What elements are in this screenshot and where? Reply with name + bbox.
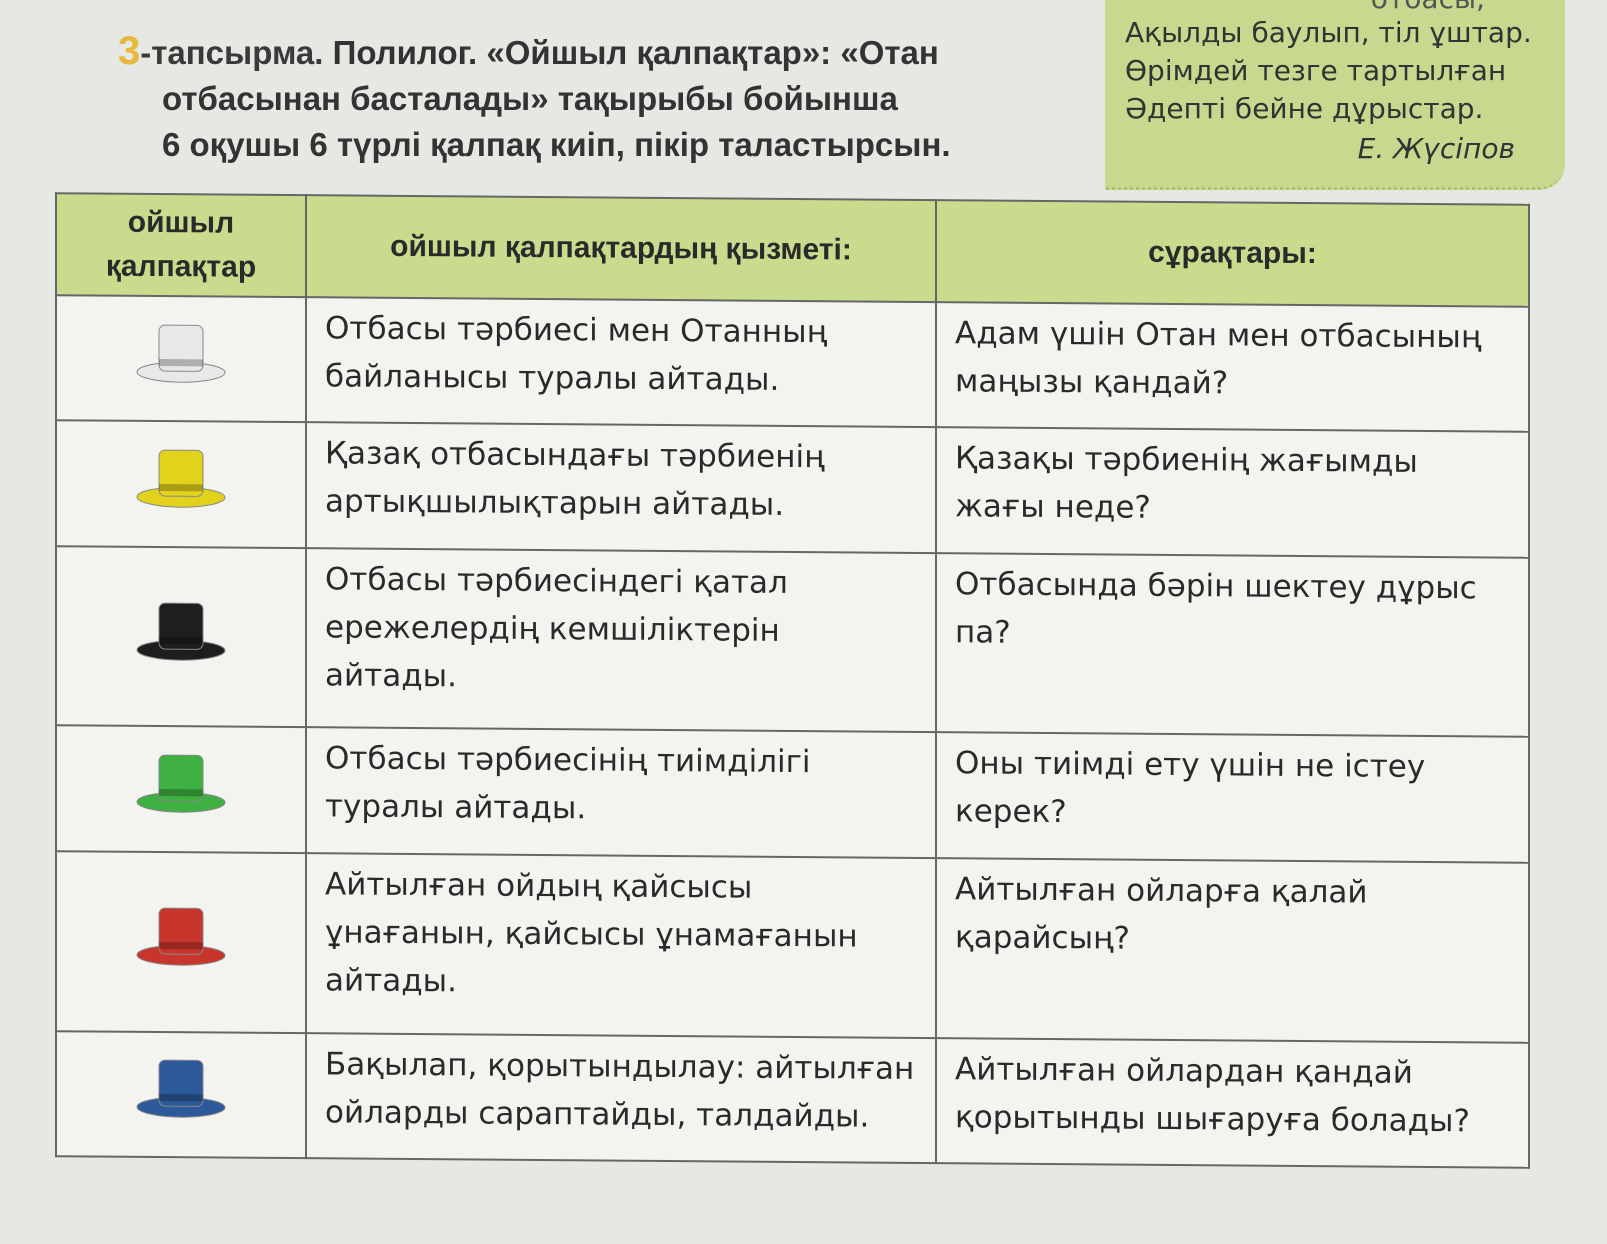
hat-function: Бақылап, қорытындылау: айтылған ойларды … <box>306 1032 936 1164</box>
table-row: Айтылған ойдың қайсысы ұнағанын, қайсысы… <box>56 850 1529 1043</box>
blue-hat-icon <box>136 1059 226 1119</box>
table-header-row: ойшыл қалпақтар ойшыл қалпақтардың қызме… <box>56 193 1529 307</box>
green-hat-icon <box>136 754 226 813</box>
hat-cell <box>56 295 306 423</box>
task-label: -тапсырма. <box>140 34 324 71</box>
red-hat-icon <box>136 907 226 966</box>
task-line-2: отбасынан басталады» тақырыбы бойынша <box>162 80 898 117</box>
hat-cell <box>56 850 306 1033</box>
table-row: Бақылап, қорытындылау: айтылған ойларды … <box>56 1030 1529 1168</box>
table-row: Отбасы тәрбиесі мен Отанның байланысы ту… <box>56 295 1529 433</box>
hat-function: Отбасы тәрбиесіндегі қатал ережелердің к… <box>306 547 936 733</box>
header-hats: ойшыл қалпақтар <box>56 193 306 298</box>
hat-question: Айтылған ойлардан қандай қорытынды шығар… <box>936 1037 1529 1168</box>
hat-question: Оны тиімді ету үшін не істеу керек? <box>936 732 1529 863</box>
hat-function: Айтылған ойдың қайсысы ұнағанын, қайсысы… <box>306 852 936 1038</box>
task-line-3: 6 оқушы 6 түрлі қалпақ киіп, пікір талас… <box>162 126 951 163</box>
hat-cell <box>56 1030 306 1159</box>
hat-question: Айтылған ойларға қалай қарайсың? <box>936 857 1529 1043</box>
table-row: Қазақ отбасындағы тәрбиенің артықшылықта… <box>56 420 1529 558</box>
hat-question: Адам үшін Отан мен отбасының маңызы қанд… <box>936 302 1529 433</box>
yellow-hat-icon <box>136 449 226 508</box>
header-questions: сұрақтары: <box>936 200 1529 307</box>
hat-function: Отбасы тәрбиесінің тиімділігі туралы айт… <box>306 727 936 858</box>
poem-line: Ақылды баулып, тіл ұштар. <box>1125 16 1532 49</box>
poem-cut-line: отбасы, <box>1125 0 1565 14</box>
task-number: 3 <box>118 29 141 73</box>
hat-function: Қазақ отбасындағы тәрбиенің артықшылықта… <box>306 422 936 553</box>
black-hat-icon <box>136 602 226 661</box>
hat-cell <box>56 725 306 853</box>
task-instruction: 3-тапсырма. Полилог. «Ойшыл қалпақтар»: … <box>118 28 1078 168</box>
hat-cell <box>56 420 306 548</box>
task-line-1: Полилог. «Ойшыл қалпақтар»: «Отан <box>323 34 939 71</box>
hat-question: Отбасында бәрін шектеу дұрыс па? <box>936 552 1529 738</box>
hat-cell <box>56 545 306 728</box>
poem-line: Өрімдей тезге тартылған <box>1125 54 1507 87</box>
poem-line: Әдепті бейне дұрыстар. <box>1125 92 1484 125</box>
thinking-hats-table: ойшыл қалпақтар ойшыл қалпақтардың қызме… <box>55 192 1530 1169</box>
table-row: Отбасы тәрбиесінің тиімділігі туралы айт… <box>56 725 1529 863</box>
poem-author: Е. Жүсіпов <box>1357 132 1515 165</box>
header-function: ойшыл қалпақтардың қызметі: <box>306 195 936 303</box>
white-hat-icon <box>136 324 226 383</box>
hat-question: Қазақы тәрбиенің жағымды жағы неде? <box>936 427 1529 558</box>
poem-box: отбасы, Ақылды баулып, тіл ұштар. Өрімде… <box>1105 0 1565 190</box>
table-row: Отбасы тәрбиесіндегі қатал ережелердің к… <box>56 545 1529 738</box>
hat-function: Отбасы тәрбиесі мен Отанның байланысы ту… <box>306 297 936 428</box>
